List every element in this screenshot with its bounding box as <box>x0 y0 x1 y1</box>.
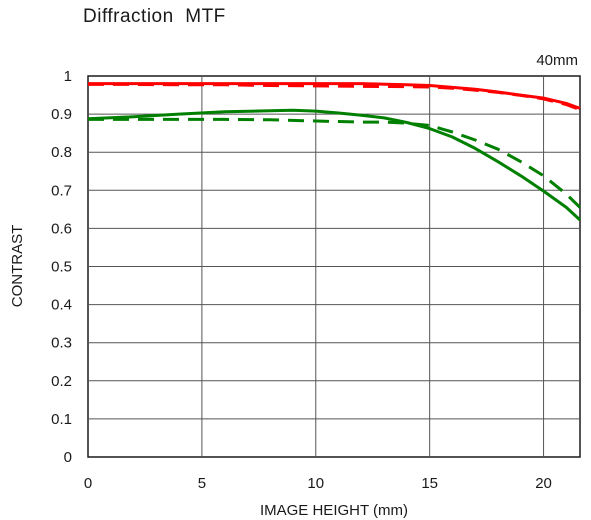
x-tick-label: 10 <box>307 475 324 492</box>
red-solid-series-line <box>88 82 581 110</box>
x-tick-label: 15 <box>421 475 438 492</box>
red-dashed-series-line <box>88 82 581 111</box>
y-tick-label: 0.8 <box>51 144 72 161</box>
tick-labels: 0 5 10 15 20 0 0.1 0.2 0.3 0.4 0.5 0.6 0.7 0.8 0.9 1 <box>51 68 552 492</box>
y-tick-label: 0 <box>64 449 72 466</box>
y-tick-label: 0.4 <box>51 297 72 314</box>
y-tick-label: 0.1 <box>51 411 72 428</box>
y-tick-label: 0.9 <box>51 106 72 123</box>
y-tick-label: 1 <box>64 68 72 85</box>
y-tick-label: 0.7 <box>51 182 72 199</box>
x-tick-label: 20 <box>535 475 552 492</box>
focal-length-annotation: 40mm <box>536 52 578 69</box>
series-lines <box>87 82 582 222</box>
x-tick-label: 0 <box>84 475 92 492</box>
green-solid-series-line <box>87 108 582 222</box>
y-axis-label: CONTRAST <box>9 225 26 308</box>
green-dashed-series-line <box>88 117 582 209</box>
y-tick-label: 0.3 <box>51 335 72 352</box>
x-tick-label: 5 <box>198 475 206 492</box>
y-tick-label: 0.5 <box>51 259 72 276</box>
y-tick-label: 0.6 <box>51 220 72 237</box>
y-tick-label: 0.2 <box>51 373 72 390</box>
page-title: Diffraction MTF <box>83 6 226 27</box>
x-axis-label: IMAGE HEIGHT (mm) <box>260 502 408 519</box>
gridlines <box>88 76 580 457</box>
